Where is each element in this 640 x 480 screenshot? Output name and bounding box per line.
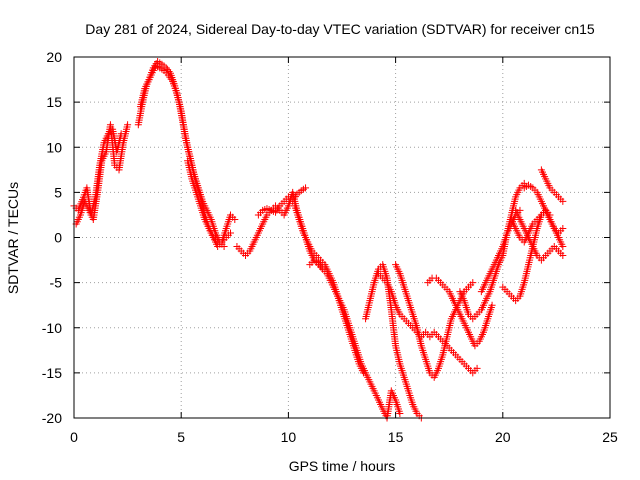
series-arc-9: [306, 256, 404, 422]
x-tick-label: 10: [281, 429, 297, 445]
series-arc-20: [520, 181, 554, 219]
data-point: [546, 211, 554, 219]
data-point: [396, 409, 404, 417]
y-tick-label: -10: [42, 320, 62, 336]
y-tick-label: 0: [54, 230, 62, 246]
x-axis-label: GPS time / hours: [289, 458, 396, 474]
series-arc-15: [477, 206, 524, 296]
data-point: [473, 364, 481, 372]
data-point: [469, 279, 477, 287]
data-point: [164, 66, 172, 74]
x-tick-label: 25: [602, 429, 618, 445]
data-point: [124, 121, 132, 129]
data-point: [220, 243, 228, 251]
series-arc-10: [362, 261, 425, 422]
x-tick-label: 0: [70, 429, 78, 445]
y-tick-label: 5: [54, 184, 62, 200]
chart-title: Day 281 of 2024, Sidereal Day-to-day VTE…: [85, 21, 595, 37]
x-tick-label: 15: [388, 429, 404, 445]
y-tick-label: 15: [46, 94, 62, 110]
data-point: [162, 64, 170, 72]
axis-ticks: 0 5 10 15 20 25 -20 -15 -10 -5 0 5 10 15 20: [42, 49, 618, 445]
data-point: [231, 215, 239, 223]
y-tick-label: -20: [42, 410, 62, 426]
data-point: [559, 252, 567, 260]
y-tick-label: 10: [46, 139, 62, 155]
y-axis-label: SDTVAR / TECUs: [5, 182, 21, 294]
data-point: [559, 224, 567, 232]
series-arc-7: [254, 184, 310, 219]
data-point: [227, 229, 235, 237]
series-arc-5: [184, 157, 235, 246]
data-point: [559, 197, 567, 205]
grid: [74, 57, 610, 418]
data-point: [165, 67, 173, 75]
y-tick-label: -15: [42, 365, 62, 381]
data-point: [302, 184, 310, 192]
series-arc-2: [72, 121, 132, 228]
y-tick-label: -5: [50, 275, 63, 291]
series-arc-4: [136, 58, 239, 251]
data-marks: [70, 58, 567, 422]
x-tick-label: 20: [495, 429, 511, 445]
data-point: [488, 301, 496, 309]
series-arc-19: [537, 166, 567, 205]
x-tick-label: 5: [177, 429, 185, 445]
data-point: [559, 243, 567, 251]
series-arc-18: [512, 206, 567, 264]
series-arc-13: [424, 274, 496, 350]
y-tick-label: 20: [46, 49, 62, 65]
